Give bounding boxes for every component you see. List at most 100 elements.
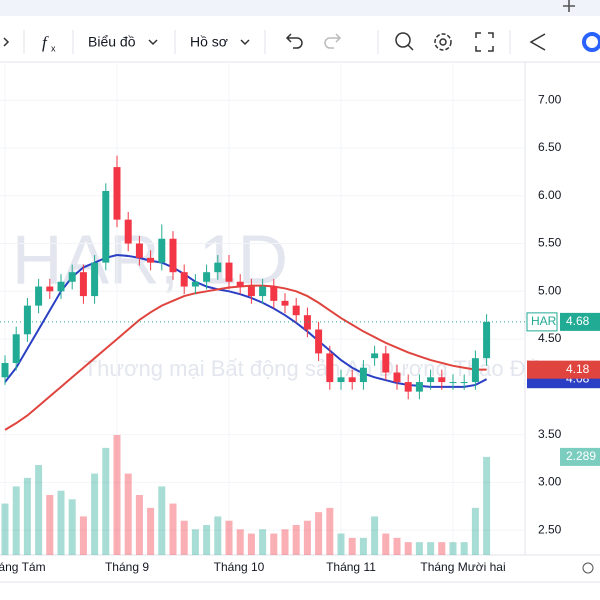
x-tick-label: Tháng Mười hai	[420, 560, 505, 574]
chart-menu[interactable]: Biểu đồ	[88, 34, 136, 50]
candle-body	[438, 377, 446, 383]
volume-bar	[158, 486, 166, 555]
settings-icon-core	[439, 38, 447, 46]
candle-body	[23, 305, 31, 335]
volume-bar	[415, 542, 423, 555]
redo-icon[interactable]	[324, 33, 342, 49]
volume-bar	[292, 525, 300, 555]
candle-body	[124, 219, 132, 244]
candle-body	[382, 353, 390, 373]
share-icon[interactable]	[529, 33, 546, 51]
volume-bar	[326, 507, 334, 555]
price-tag-text: 4.68	[566, 314, 590, 328]
plot: 7.00 6.50 6.00 5.50 5.00 4.50 3.50 3.00 2.50 Thán…	[0, 62, 600, 574]
replay-icon-handle	[407, 44, 414, 51]
chevron[interactable]	[148, 39, 158, 46]
volume-tag-text: 2.289	[566, 449, 596, 463]
candle-body	[12, 334, 20, 363]
candle-body	[91, 262, 99, 297]
add-tab-icon[interactable]	[563, 0, 575, 12]
candle-body	[57, 281, 65, 292]
candle-body	[169, 238, 177, 273]
candle-body	[315, 329, 323, 354]
volume-bar	[57, 490, 65, 555]
candle-body	[236, 281, 244, 287]
volume-bar	[68, 499, 76, 555]
symbol-tag-text: HAR	[531, 314, 557, 328]
volume-bar	[348, 537, 356, 555]
candle-body	[35, 286, 43, 306]
volume-bar	[35, 465, 43, 555]
settings-icon[interactable]	[434, 33, 452, 51]
candle-body	[337, 377, 345, 383]
volume-bar	[303, 520, 311, 555]
candle-body	[135, 243, 143, 258]
candle-body	[303, 315, 311, 330]
candle-body	[270, 286, 278, 301]
candle-body	[102, 190, 110, 263]
volume-bar	[270, 533, 278, 555]
volume-bar	[12, 486, 20, 555]
profile-menu[interactable]: Hồ sơ	[190, 34, 228, 50]
y-tick-label: 6.50	[538, 140, 562, 154]
candle-body	[449, 382, 457, 384]
volume-bar	[337, 533, 345, 555]
candle-body	[427, 377, 435, 383]
volume-bar	[449, 542, 457, 555]
ma-tag	[527, 360, 600, 379]
y-tick-label: 7.00	[538, 92, 562, 106]
symbol-tag	[526, 312, 558, 332]
volume-bar	[135, 495, 143, 555]
x-tick-label: Tháng 9	[105, 560, 149, 574]
candle-body	[180, 272, 188, 287]
undo-icon[interactable]	[285, 33, 303, 49]
fullscreen-icon[interactable]	[475, 32, 494, 52]
volume-bar	[427, 542, 435, 555]
candle-body	[359, 367, 367, 383]
candle-body	[1, 362, 9, 378]
replay-icon[interactable]	[395, 32, 411, 48]
chevron[interactable]	[3, 37, 10, 47]
volume-bar	[113, 435, 121, 555]
candle-body	[247, 286, 255, 297]
volume-bar	[1, 503, 9, 555]
volume-bar	[236, 529, 244, 555]
price-tag	[560, 312, 600, 331]
candle-body	[259, 286, 267, 297]
x-tick-label: Tháng Tám	[0, 560, 46, 574]
candle-body	[68, 272, 76, 282]
volume-bar	[483, 456, 491, 555]
x-tick-label: Tháng 10	[214, 560, 265, 574]
volume-bar	[124, 473, 132, 555]
top-toolbar: f x Biểu đồ Hồ sơ	[3, 30, 600, 54]
candle-body	[158, 238, 166, 263]
volume-bar	[147, 507, 155, 555]
y-tick-label: 3.50	[538, 427, 562, 441]
y-tick-label: 5.50	[538, 236, 562, 250]
x-tick-label: Tháng 11	[326, 560, 376, 574]
candle-body	[404, 382, 412, 392]
volume-bar	[259, 529, 267, 555]
chevron[interactable]	[240, 39, 250, 46]
ma-tag-text: 4.18	[566, 362, 590, 376]
publish-icon[interactable]	[582, 32, 600, 52]
candle-body	[326, 353, 334, 383]
volume-bar	[359, 537, 367, 555]
volume-bar	[281, 529, 289, 555]
y-tick-label: 6.00	[538, 188, 562, 202]
candle-body	[79, 272, 87, 297]
candle-body	[415, 382, 423, 392]
candle-body	[292, 305, 300, 316]
indicators-icon-sub: x	[51, 43, 56, 53]
axis-settings-icon[interactable]	[582, 562, 594, 574]
candle-body	[483, 321, 491, 359]
volume-tag	[560, 447, 600, 466]
candle-body	[113, 167, 121, 220]
volume-bar	[247, 533, 255, 555]
volume-bar	[371, 516, 379, 555]
indicators-icon[interactable]: f	[42, 33, 49, 52]
volume-bar	[79, 516, 87, 555]
candle-body	[281, 300, 289, 306]
